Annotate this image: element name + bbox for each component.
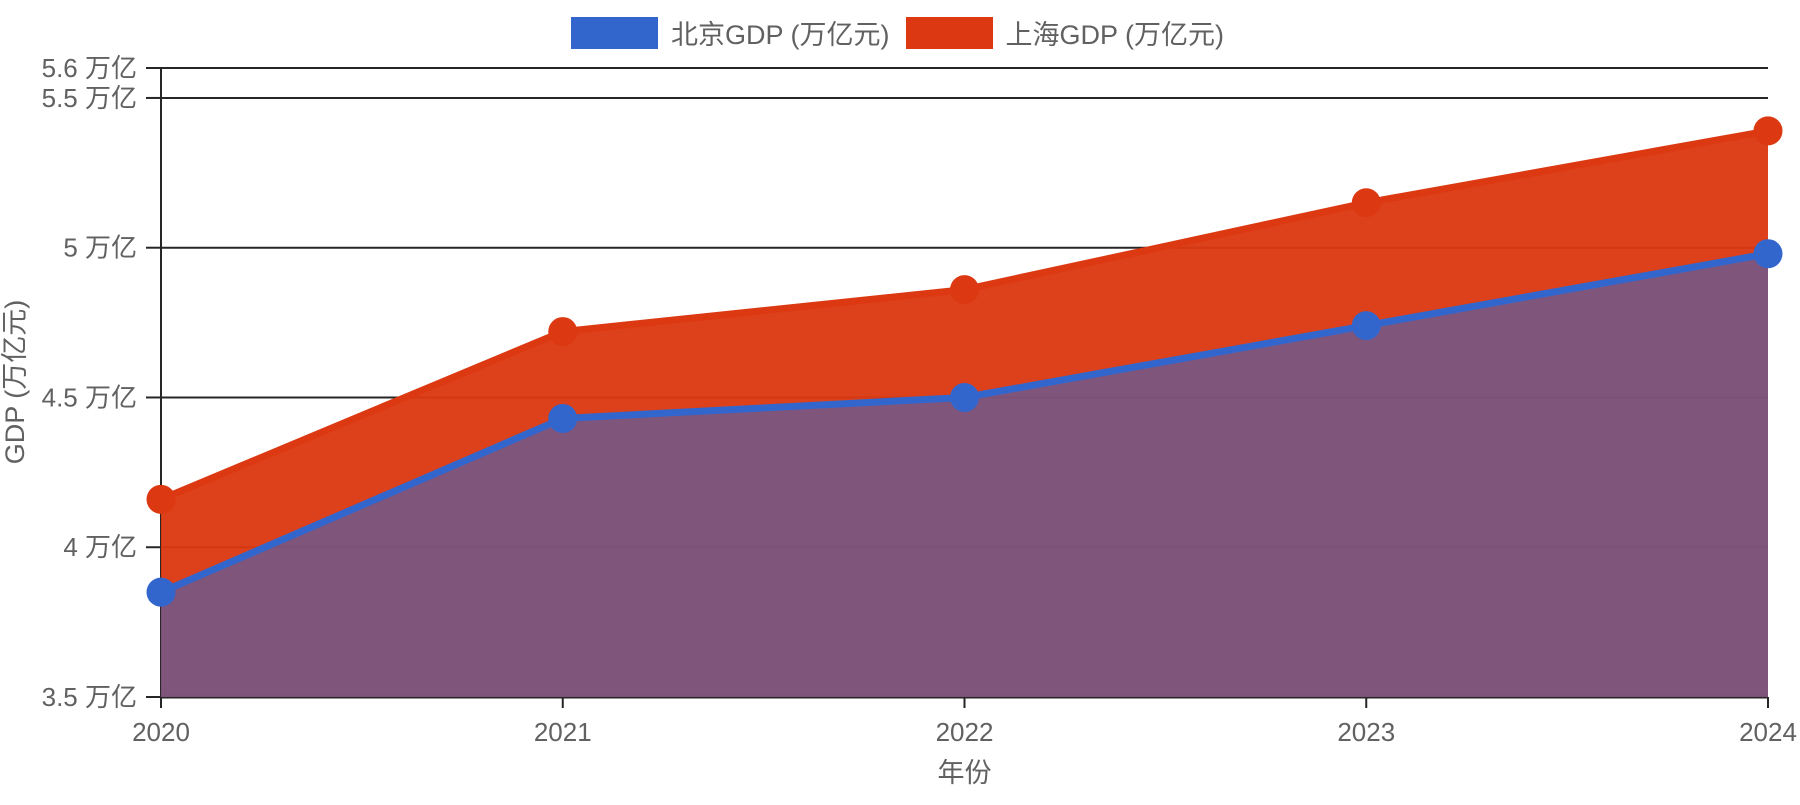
x-tick-label: 2020	[132, 717, 190, 747]
data-point-beijing-2022[interactable]	[950, 382, 979, 412]
data-points	[146, 116, 1783, 607]
data-point-beijing-2024[interactable]	[1753, 239, 1783, 269]
data-point-beijing-2021[interactable]	[548, 403, 578, 433]
x-axis-title: 年份	[938, 758, 992, 788]
x-tick-label: 2022	[936, 717, 994, 747]
data-point-shanghai-2022[interactable]	[950, 275, 979, 305]
axis-labels: 年份 GDP (万亿元) 5.6 万亿5.5 万亿 5 万亿 4.5 万亿 4 万亿 3…	[0, 53, 1797, 788]
y-tick-label: 5.5 万亿	[42, 83, 137, 113]
data-point-shanghai-2024[interactable]	[1753, 116, 1783, 146]
y-tick-label: 3.5 万亿	[42, 682, 137, 712]
legend-label-shanghai: 上海GDP (万亿元)	[1005, 20, 1225, 50]
y-tick-label: 5.6 万亿	[42, 53, 137, 83]
legend-swatch-beijing-icon	[571, 16, 658, 49]
y-tick-label: 4 万亿	[63, 532, 137, 562]
legend-label-beijing: 北京GDP (万亿元)	[671, 20, 890, 50]
y-tick-label: 4.5 万亿	[42, 382, 137, 412]
data-point-beijing-2020[interactable]	[146, 577, 176, 607]
y-tick-label: 5 万亿	[63, 233, 137, 263]
legend-swatch-shanghai-icon	[905, 16, 993, 49]
data-point-shanghai-2021[interactable]	[548, 317, 578, 347]
data-point-shanghai-2020[interactable]	[146, 484, 176, 514]
x-tick-label: 2021	[534, 717, 592, 747]
series-area-beijing	[161, 253, 1768, 697]
legend: 北京GDP (万亿元) 上海GDP (万亿元)	[571, 13, 1224, 52]
legend-item-beijing[interactable]: 北京GDP (万亿元)	[571, 13, 890, 52]
x-tick-label: 2023	[1337, 717, 1395, 747]
x-tick-label: 2024	[1739, 717, 1797, 747]
data-point-beijing-2023[interactable]	[1351, 311, 1381, 341]
y-axis-title: GDP (万亿元)	[0, 300, 30, 465]
series-areas	[161, 130, 1768, 697]
data-point-shanghai-2023[interactable]	[1351, 188, 1381, 218]
legend-item-shanghai[interactable]: 上海GDP (万亿元)	[905, 13, 1225, 52]
